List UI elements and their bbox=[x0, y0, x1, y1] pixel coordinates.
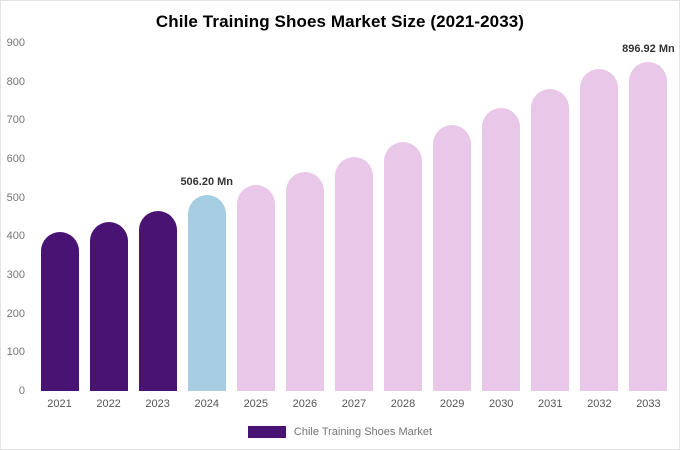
legend-label: Chile Training Shoes Market bbox=[293, 426, 433, 438]
x-label-2026: 2026 bbox=[292, 398, 318, 410]
bar-slot-2023 bbox=[133, 43, 182, 391]
bar-slot-2033: 896.92 Mn bbox=[622, 43, 675, 391]
bar-slot-2022 bbox=[84, 43, 133, 391]
bar-slot-2028 bbox=[379, 43, 428, 391]
x-label-2027: 2027 bbox=[341, 398, 367, 410]
bar-2024 bbox=[187, 195, 226, 391]
bar-value-label-2024: 506.20 Mn bbox=[180, 176, 234, 188]
x-label-2023: 2023 bbox=[145, 398, 170, 410]
legend: Chile Training Shoes Market bbox=[1, 426, 679, 438]
bar-2029 bbox=[433, 125, 472, 391]
bar-2031 bbox=[531, 89, 570, 391]
y-tick-0: 0 bbox=[18, 385, 25, 397]
x-label-2022: 2022 bbox=[96, 398, 121, 410]
bar-2028 bbox=[384, 142, 423, 391]
bar-2032 bbox=[580, 69, 619, 391]
y-tick-800: 800 bbox=[6, 75, 25, 88]
x-axis: 2021 2022 2023 2024 2025 2026 2027 2028 2029 2030… bbox=[35, 398, 673, 410]
y-tick-700: 700 bbox=[6, 114, 25, 127]
bar-slot-2032 bbox=[575, 43, 624, 391]
bar-2025 bbox=[236, 185, 275, 391]
y-tick-300: 300 bbox=[6, 269, 25, 281]
x-label-2030: 2030 bbox=[488, 398, 514, 410]
bar-slot-2030 bbox=[477, 43, 526, 391]
bar-slot-2021 bbox=[35, 43, 84, 391]
x-label-2029: 2029 bbox=[439, 398, 465, 410]
bar-slot-2024: 506.20 Mn bbox=[180, 43, 234, 391]
legend-swatch bbox=[247, 426, 286, 438]
bar-value-label-2033: 896.92 Mn bbox=[622, 43, 675, 55]
y-tick-100: 100 bbox=[6, 346, 25, 359]
x-label-2028: 2028 bbox=[390, 398, 416, 410]
bar-slot-2029 bbox=[428, 43, 477, 391]
bar-2023 bbox=[138, 211, 177, 391]
bar-slot-2025 bbox=[231, 43, 280, 391]
bar-2030 bbox=[482, 108, 521, 391]
bar-slot-2027 bbox=[329, 43, 378, 391]
y-tick-400: 400 bbox=[6, 230, 25, 243]
y-tick-200: 200 bbox=[6, 307, 25, 320]
bars-area: 506.20 Mn 896.92 Mn bbox=[35, 43, 675, 391]
bar-slot-2031 bbox=[526, 43, 575, 391]
bar-2033 bbox=[629, 62, 668, 391]
bar-2026 bbox=[285, 172, 324, 391]
x-label-2031: 2031 bbox=[538, 398, 563, 410]
x-label-2024: 2024 bbox=[194, 398, 219, 410]
x-label-2025: 2025 bbox=[243, 398, 269, 410]
bar-2022 bbox=[89, 222, 128, 391]
bar-slot-2026 bbox=[280, 43, 329, 391]
y-tick-500: 500 bbox=[6, 191, 25, 204]
x-label-2021: 2021 bbox=[47, 398, 72, 410]
y-axis: 0 100 200 300 400 500 600 700 800 900 bbox=[1, 1, 29, 449]
x-label-2032: 2032 bbox=[587, 398, 612, 410]
y-tick-900: 900 bbox=[6, 37, 25, 49]
chart-title: Chile Training Shoes Market Size (2021-2… bbox=[155, 12, 525, 31]
y-tick-600: 600 bbox=[6, 153, 25, 165]
bar-2021 bbox=[40, 232, 79, 391]
bar-2027 bbox=[334, 157, 373, 391]
x-label-2033: 2033 bbox=[636, 398, 661, 410]
